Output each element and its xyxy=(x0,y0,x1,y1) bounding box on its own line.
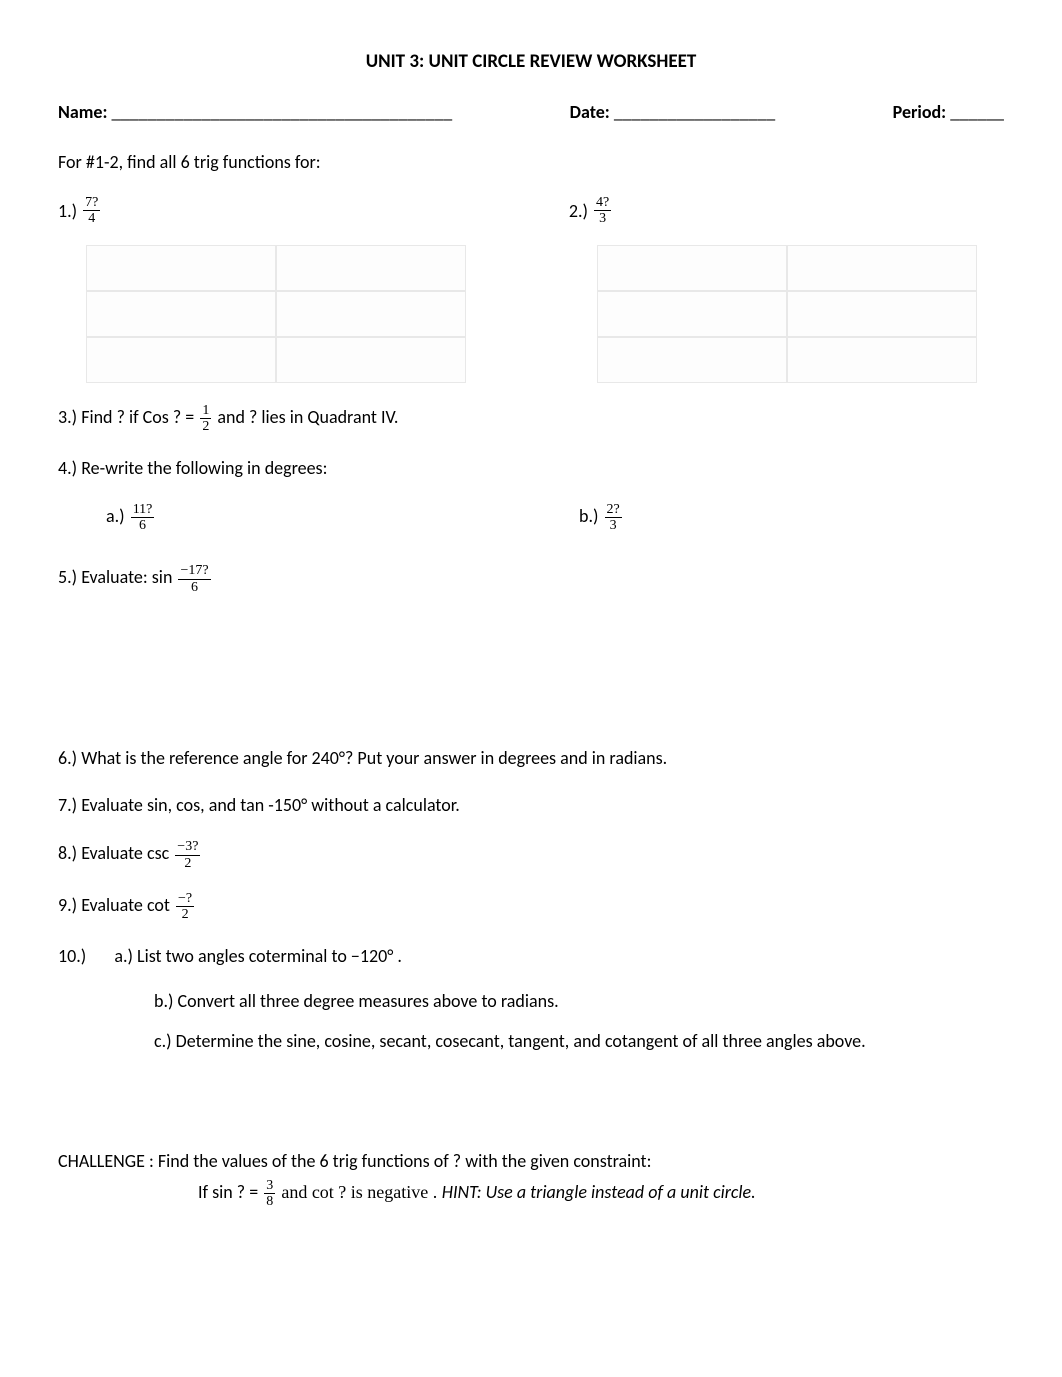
table-cell xyxy=(86,245,276,291)
q10-label: 10.) xyxy=(58,945,86,967)
table-cell xyxy=(787,337,977,383)
name-blank: ______________________________________ xyxy=(107,101,452,123)
q8-numerator: −3? xyxy=(175,839,200,855)
q4b-label: b.) xyxy=(579,505,598,527)
q10c: c.) Determine the sine, cosine, secant, … xyxy=(154,1030,1004,1052)
q3-prefix: 3.) Find ? if Cos ? = xyxy=(58,406,198,428)
table-cell xyxy=(597,337,787,383)
q9-denominator: 2 xyxy=(180,907,191,922)
q1-label: 1.) xyxy=(58,200,77,222)
date-label: Date: xyxy=(570,101,610,123)
table-cell xyxy=(276,337,466,383)
question-10: 10.) a.) List two angles coterminal to −… xyxy=(58,943,1004,970)
challenge-fraction: 3 8 xyxy=(264,1178,275,1210)
challenge-numerator: 3 xyxy=(264,1178,275,1194)
table-cell xyxy=(787,245,977,291)
questions-1-2-row: 1.) 7? 4 2.) 4? 3 xyxy=(58,195,1004,403)
question-6: 6.) What is the reference angle for 240°… xyxy=(58,745,1004,772)
table-cell xyxy=(276,291,466,337)
challenge-prefix: If sin ? = xyxy=(198,1181,258,1203)
q2-denominator: 3 xyxy=(597,211,608,226)
q2-fraction: 4? 3 xyxy=(594,195,611,227)
q4a: a.) 11? 6 xyxy=(106,502,579,534)
q3-fraction: 1 2 xyxy=(200,403,211,435)
challenge-line1: CHALLENGE : Find the values of the 6 tri… xyxy=(58,1150,1004,1172)
q5-prefix: 5.) Evaluate: sin xyxy=(58,567,172,589)
question-1: 1.) 7? 4 xyxy=(58,195,569,403)
table-cell xyxy=(787,291,977,337)
name-field: Name: __________________________________… xyxy=(58,101,452,123)
q2-numerator: 4? xyxy=(594,195,611,211)
q2-label: 2.) xyxy=(569,200,588,222)
table-cell xyxy=(597,245,787,291)
period-field: Period: ______ xyxy=(893,101,1004,123)
q2-answer-table xyxy=(597,245,977,383)
table-cell xyxy=(86,337,276,383)
q1-answer-table xyxy=(86,245,466,383)
challenge-line2: If sin ? = 3 8 and cot ? is negative . H… xyxy=(198,1178,1004,1210)
period-label: Period: xyxy=(893,101,946,123)
question-3: 3.) Find ? if Cos ? = 1 2 and ? lies in … xyxy=(58,403,1004,435)
question-2: 2.) 4? 3 xyxy=(569,195,1004,403)
instruction-1-2: For #1-2, find all 6 trig functions for: xyxy=(58,151,1004,173)
challenge-mid: and cot ? is negative . xyxy=(281,1182,441,1202)
q1-numerator: 7? xyxy=(83,195,100,211)
q3-numerator: 1 xyxy=(200,403,211,419)
question-7: 7.) Evaluate sin, cos, and tan -150° wit… xyxy=(58,792,1004,819)
q5-fraction: −17? 6 xyxy=(178,563,210,595)
table-cell xyxy=(597,291,787,337)
q4a-denominator: 6 xyxy=(137,518,148,533)
q1-denominator: 4 xyxy=(86,211,97,226)
q10a: a.) List two angles coterminal to −120° … xyxy=(114,945,402,967)
q8-denominator: 2 xyxy=(182,856,193,871)
date-field: Date: __________________ xyxy=(570,101,776,123)
q9-numerator: −? xyxy=(176,891,194,907)
q5-denominator: 6 xyxy=(189,580,200,595)
q4b: b.) 2? 3 xyxy=(579,502,1052,552)
challenge-question: CHALLENGE : Find the values of the 6 tri… xyxy=(58,1150,1004,1210)
q8-fraction: −3? 2 xyxy=(175,839,200,871)
q4-subparts: a.) 11? 6 b.) 2? 3 xyxy=(58,502,1004,552)
workspace-spacer-2 xyxy=(58,1070,1004,1140)
question-9: 9.) Evaluate cot −? 2 xyxy=(58,891,1004,923)
table-cell xyxy=(86,291,276,337)
name-label: Name: xyxy=(58,101,107,123)
q4b-denominator: 3 xyxy=(608,518,619,533)
q8-prefix: 8.) Evaluate csc xyxy=(58,842,169,864)
q5-numerator: −17? xyxy=(178,563,210,579)
q4a-label: a.) xyxy=(106,505,125,527)
q3-suffix: and ? lies in Quadrant IV. xyxy=(217,406,398,428)
q4b-fraction: 2? 3 xyxy=(605,502,622,534)
worksheet-title: UNIT 3: UNIT CIRCLE REVIEW WORKSHEET xyxy=(58,50,1004,73)
q4a-numerator: 11? xyxy=(131,502,155,518)
question-8: 8.) Evaluate csc −3? 2 xyxy=(58,839,1004,871)
question-5: 5.) Evaluate: sin −17? 6 xyxy=(58,563,1004,595)
question-4: 4.) Re-write the following in degrees: xyxy=(58,455,1004,482)
header-row: Name: __________________________________… xyxy=(58,101,1004,123)
q3-denominator: 2 xyxy=(200,419,211,434)
q4a-fraction: 11? 6 xyxy=(131,502,155,534)
challenge-hint: HINT: Use a triangle instead of a unit c… xyxy=(442,1181,756,1203)
period-blank: ______ xyxy=(946,101,1004,123)
q1-fraction: 7? 4 xyxy=(83,195,100,227)
challenge-denominator: 8 xyxy=(264,1194,275,1209)
q10b: b.) Convert all three degree measures ab… xyxy=(154,990,1004,1012)
workspace-spacer xyxy=(58,615,1004,745)
q9-prefix: 9.) Evaluate cot xyxy=(58,894,170,916)
q4b-numerator: 2? xyxy=(605,502,622,518)
date-blank: __________________ xyxy=(610,101,775,123)
table-cell xyxy=(276,245,466,291)
q9-fraction: −? 2 xyxy=(176,891,194,923)
